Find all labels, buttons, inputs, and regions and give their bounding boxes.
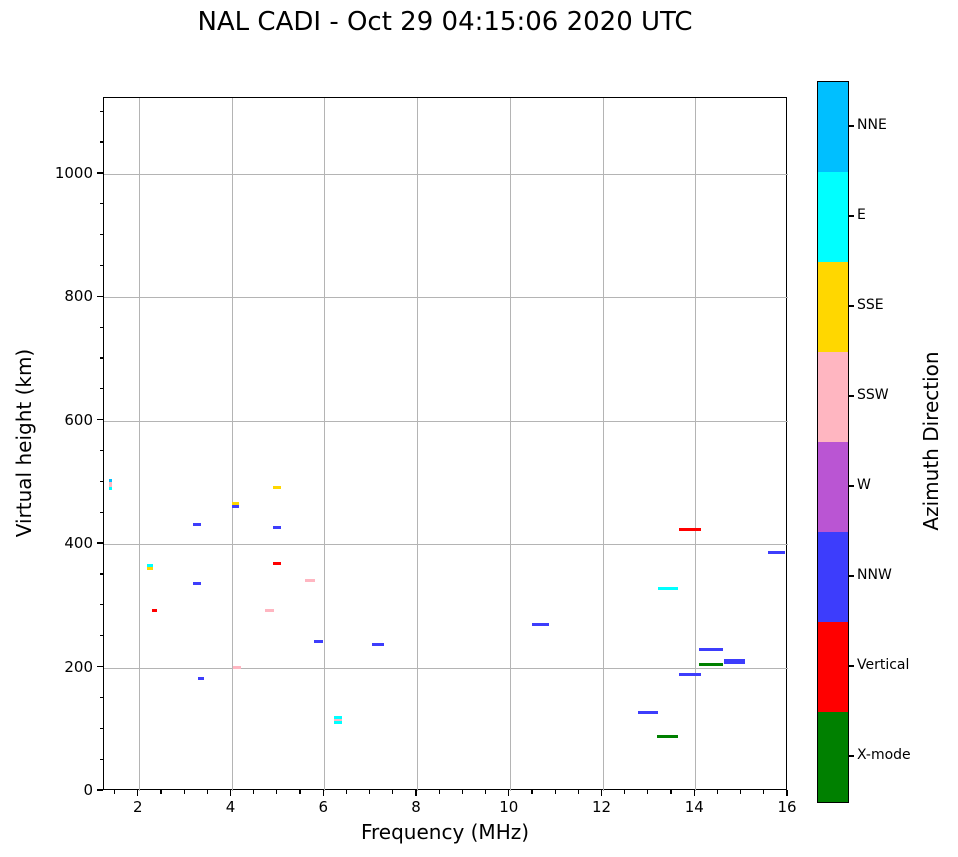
colorbar-label-w: W [857, 477, 871, 493]
x-minor-tick-15 [740, 790, 742, 794]
gridline-y-800 [104, 297, 788, 299]
colorbar-label-sse: SSE [857, 297, 884, 313]
y-tick-label-200: 200 [64, 657, 93, 676]
colorbar-axis-label: Azimuth Direction [919, 351, 943, 531]
x-minor-tick-12.5 [624, 790, 626, 794]
x-minor-tick-6.5 [345, 790, 348, 794]
colorbar-segment-w [818, 442, 848, 532]
gridline-x-6 [324, 98, 326, 791]
gridline-y-600 [104, 420, 788, 422]
x-tick-label-4: 4 [225, 798, 236, 816]
y-tick-label-600: 600 [64, 410, 93, 429]
colorbar-label-nnw: NNW [857, 567, 892, 583]
x-minor-tick-5 [276, 790, 278, 794]
x-minor-tick-5.5 [299, 790, 301, 794]
x-minor-tick-13 [647, 790, 649, 794]
x-tick-label-10: 10 [499, 798, 519, 816]
plot-area [103, 97, 788, 791]
colorbar-tick-sse [849, 305, 854, 307]
gridline-x-14 [695, 98, 697, 791]
colorbar-tick-nnw [849, 575, 854, 577]
x-minor-tick-13.5 [670, 790, 672, 794]
x-tick-label-8: 8 [411, 798, 421, 816]
y-tick-label-800: 800 [64, 287, 93, 306]
x-minor-tick-1.5 [113, 790, 116, 794]
x-minor-tick-4.5 [253, 790, 255, 794]
colorbar-label-nne: NNE [857, 117, 887, 133]
gridline-y-1000 [104, 173, 788, 175]
x-minor-tick-3 [183, 790, 185, 794]
x-tick-label-14: 14 [684, 798, 704, 816]
colorbar-segment-x-mode [818, 712, 848, 802]
y-tick-label-1000: 1000 [54, 163, 93, 182]
gridline-y-400 [104, 544, 788, 546]
colorbar-segment-ssw [818, 352, 848, 442]
colorbar-tick-vertical [849, 665, 854, 667]
x-minor-tick-10.5 [531, 790, 533, 794]
x-minor-tick-9 [461, 790, 463, 794]
colorbar-label-x-mode: X-mode [857, 747, 911, 763]
colorbar-segment-vertical [818, 622, 848, 712]
x-axis-label: Frequency (MHz) [360, 820, 530, 844]
x-tick-label-12: 12 [591, 798, 612, 816]
gridline-x-10 [509, 98, 511, 791]
colorbar-tick-w [849, 485, 854, 487]
x-major-tick-16 [786, 790, 788, 796]
x-tick-label-16: 16 [777, 798, 797, 816]
x-minor-tick-7 [369, 790, 371, 794]
x-minor-tick-11.5 [577, 790, 579, 794]
gridline-y-200 [104, 667, 788, 669]
x-minor-tick-15.5 [763, 790, 765, 794]
colorbar-segment-nne [818, 82, 848, 172]
colorbar-tick-e [849, 215, 854, 217]
colorbar-label-e: E [857, 207, 866, 223]
x-minor-tick-7.5 [392, 790, 394, 794]
y-axis-label: Virtual height (km) [12, 348, 36, 538]
colorbar-label-vertical: Vertical [857, 657, 910, 673]
colorbar-tick-nne [849, 125, 854, 127]
gridline-x-12 [602, 98, 604, 791]
gridline-x-8 [417, 98, 419, 791]
chart-title: NAL CADI - Oct 29 04:15:06 2020 UTC [197, 7, 693, 37]
x-tick-label-2: 2 [132, 798, 143, 816]
gridline-x-4 [231, 98, 233, 791]
x-minor-tick-2.5 [160, 790, 162, 794]
colorbar-label-ssw: SSW [857, 387, 889, 403]
x-minor-tick-14.5 [716, 790, 719, 794]
colorbar [817, 81, 849, 803]
x-minor-tick-8.5 [438, 790, 440, 794]
colorbar-segment-nnw [818, 532, 848, 622]
y-tick-label-0: 0 [83, 781, 93, 799]
y-tick-label-400: 400 [64, 534, 93, 553]
x-minor-tick-3.5 [206, 790, 208, 794]
colorbar-segment-e [818, 172, 848, 262]
colorbar-segment-sse [818, 262, 848, 352]
x-minor-tick-11 [554, 790, 556, 794]
colorbar-tick-x-mode [849, 755, 854, 757]
x-tick-label-6: 6 [318, 798, 329, 816]
colorbar-tick-ssw [849, 395, 854, 397]
gridline-x-2 [138, 98, 140, 791]
x-minor-tick-9.5 [484, 790, 487, 794]
